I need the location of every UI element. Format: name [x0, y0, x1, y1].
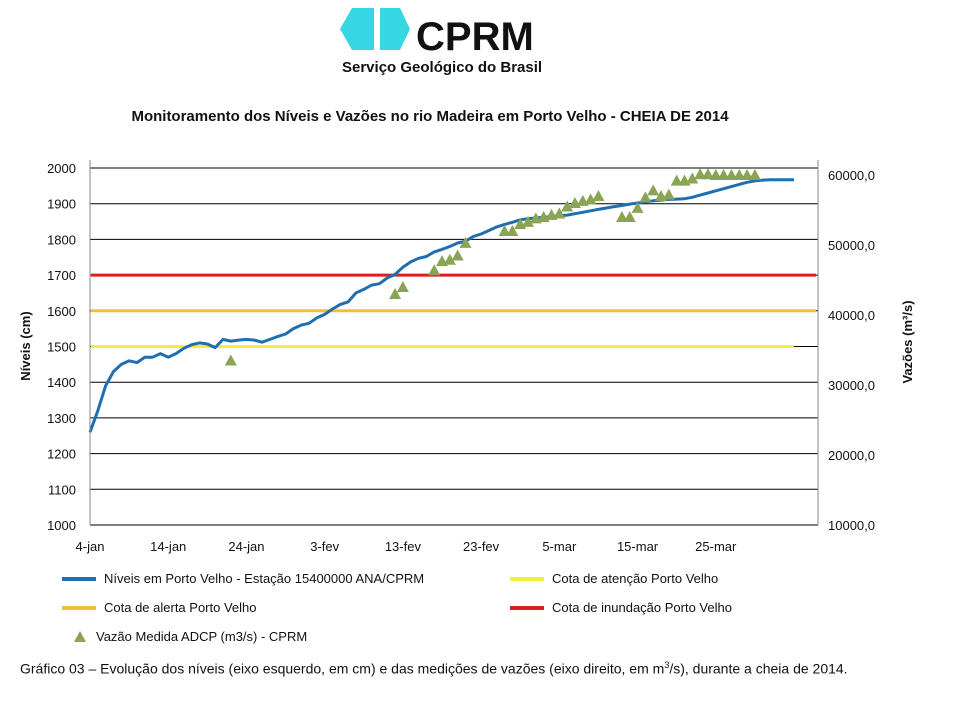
vazao-point — [709, 169, 722, 180]
x-tick-label: 13-fev — [385, 539, 422, 554]
y2-tick-label: 10000,0 — [828, 518, 875, 533]
vazao-point — [701, 168, 714, 180]
vazao-point — [443, 253, 456, 265]
vazao-point — [615, 211, 628, 222]
legend-swatch-alerta — [62, 605, 96, 610]
vazao-point — [670, 174, 683, 186]
legend-label-niveis: Níveis em Porto Velho - Estação 15400000… — [104, 571, 425, 586]
cprm-logo: CPRM Serviço Geológico do Brasil — [340, 8, 542, 76]
y-tick-label: 1300 — [47, 411, 76, 426]
legend-item-alerta: Cota de alerta Porto Velho — [62, 600, 257, 615]
vazao-point — [459, 236, 472, 248]
vazao-point — [741, 169, 754, 180]
y-tick-label: 2000 — [47, 161, 76, 176]
y-tick-label: 1100 — [48, 482, 76, 497]
x-tick-label: 24-jan — [228, 539, 264, 554]
y-tick-label: 1600 — [47, 304, 76, 319]
legend-label-atencao: Cota de atenção Porto Velho — [552, 571, 719, 586]
y-tick-label: 1200 — [47, 447, 76, 462]
y-tick-label: 1800 — [47, 232, 76, 247]
vazao-point — [561, 200, 574, 212]
vazao-point — [389, 288, 402, 299]
cprm-logo-subtitle: Serviço Geológico do Brasil — [342, 59, 542, 76]
vazao-point — [733, 169, 746, 180]
y2-axis-label: Vazões (m³/s) — [900, 300, 915, 383]
y-tick-label: 1400 — [47, 375, 76, 390]
legend-swatch-inundacao — [510, 605, 544, 610]
y-tick-label: 1900 — [47, 197, 76, 212]
legend-swatch-niveis — [62, 576, 96, 581]
vazao-point — [725, 169, 738, 180]
legend-label-inundacao: Cota de inundação Porto Velho — [552, 600, 732, 615]
x-tick-label: 25-mar — [695, 539, 737, 554]
cprm-logo-name: CPRM — [416, 15, 534, 59]
vazao-point — [506, 225, 519, 236]
y-tick-label: 1700 — [47, 268, 76, 283]
legend-item-vazao: Vazão Medida ADCP (m3/s) - CPRM — [70, 629, 307, 644]
x-tick-label: 4-jan — [76, 539, 105, 554]
x-tick-label: 3-fev — [310, 539, 339, 554]
vazao-point — [647, 184, 660, 196]
legend-label-alerta: Cota de alerta Porto Velho — [104, 600, 257, 615]
y2-tick-label: 50000,0 — [828, 238, 875, 253]
legend-swatch-atencao — [510, 576, 544, 581]
vazao-point — [592, 190, 605, 201]
cprm-logo-mark — [340, 8, 410, 50]
vazao-point — [522, 215, 535, 227]
vazao-point — [748, 169, 761, 180]
x-tick-label: 23-fev — [463, 539, 500, 554]
x-tick-label: 15-mar — [617, 539, 659, 554]
vazao-point — [694, 168, 707, 180]
vazao-point — [396, 281, 409, 292]
vazao-point — [639, 191, 652, 203]
legend-item-inundacao: Cota de inundação Porto Velho — [510, 600, 732, 615]
legend-item-atencao: Cota de atenção Porto Velho — [510, 571, 718, 586]
y-axis-label: Níveis (cm) — [18, 311, 33, 380]
y-tick-label: 1500 — [47, 340, 76, 355]
vazao-point — [451, 249, 464, 261]
figure-caption: Gráfico 03 – Evolução dos níveis (eixo e… — [20, 660, 848, 677]
caption-superscript: 3 — [664, 660, 670, 670]
vazao-point — [686, 172, 699, 184]
vazao-point — [428, 264, 441, 276]
y2-tick-label: 30000,0 — [828, 378, 875, 393]
legend-marker-vazao — [74, 631, 86, 642]
chart: 1000 1100 1200 1300 1400 1500 1600 1700 1800 1900… — [18, 160, 915, 554]
series-line-niveis — [88, 178, 794, 433]
y2-tick-label: 60000,0 — [828, 168, 875, 183]
vazao-point — [631, 201, 644, 213]
legend-item-niveis: Níveis em Porto Velho - Estação 15400000… — [62, 571, 424, 586]
vazao-point — [553, 207, 566, 219]
x-tick-label: 5-mar — [542, 539, 577, 554]
chart-title: Monitoramento dos Níveis e Vazões no rio… — [131, 108, 729, 125]
caption-text-a: Gráfico 03 – Evolução dos níveis (eixo e… — [20, 660, 665, 677]
y-tick-label: 1000 — [47, 518, 76, 533]
vazao-point — [717, 169, 730, 180]
x-tick-label: 14-jan — [150, 539, 186, 554]
legend-label-vazao: Vazão Medida ADCP (m3/s) - CPRM — [96, 629, 308, 644]
vazao-point — [662, 188, 675, 200]
y2-tick-label: 40000,0 — [828, 308, 875, 323]
y2-tick-label: 20000,0 — [828, 448, 875, 463]
caption-text-b: /s), durante a cheia de 2014. — [669, 660, 848, 677]
vazao-point — [623, 211, 636, 222]
vazao-point — [498, 225, 511, 236]
vazao-point — [224, 354, 237, 366]
vazao-point — [584, 193, 597, 205]
